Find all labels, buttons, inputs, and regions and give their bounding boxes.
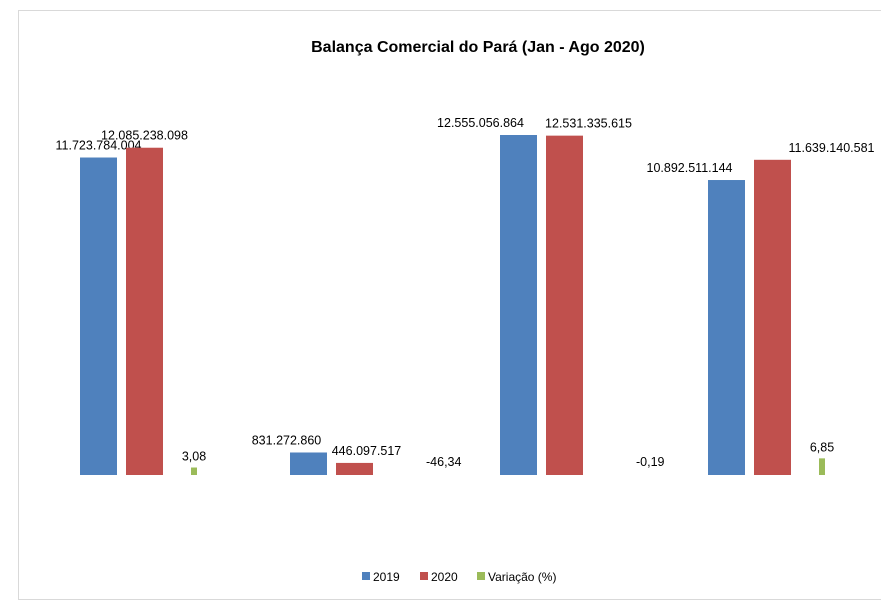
data-label-2020-3: 11.639.140.581 bbox=[789, 141, 875, 155]
chart-title: Balança Comercial do Pará (Jan - Ago 202… bbox=[311, 39, 645, 56]
bar-2020-0 bbox=[126, 147, 163, 476]
legend: 2019 2020 Variação (%) bbox=[362, 570, 556, 584]
bar-2019-0 bbox=[80, 157, 117, 475]
legend-label-2: Variação (%) bbox=[488, 570, 556, 584]
bar-2019-2 bbox=[500, 135, 537, 475]
data-label-2020-1: 446.097.517 bbox=[332, 444, 402, 458]
bar-2019-1 bbox=[290, 452, 327, 475]
bar-2019-3 bbox=[708, 180, 745, 475]
bar-2020-1 bbox=[336, 462, 373, 475]
legend-swatch-1 bbox=[420, 572, 428, 580]
data-label-varia-o--2: -0,19 bbox=[636, 455, 665, 469]
legend-swatch-0 bbox=[362, 572, 370, 580]
data-label-2020-2: 12.531.335.615 bbox=[545, 117, 632, 131]
bar-varia-o--0 bbox=[191, 467, 197, 475]
legend-swatch-2 bbox=[477, 572, 485, 580]
bar-varia-o--3 bbox=[819, 458, 825, 475]
data-label-varia-o--0: 3,08 bbox=[182, 450, 206, 464]
data-label-varia-o--3: 6,85 bbox=[810, 440, 834, 454]
data-label-2019-0: 11.723.784.004 bbox=[56, 139, 142, 153]
data-label-2019-1: 831.272.860 bbox=[252, 433, 322, 447]
bar-2020-2 bbox=[546, 135, 583, 475]
chart-svg: Balança Comercial do Pará (Jan - Ago 202… bbox=[56, 39, 875, 584]
data-label-2019-2: 12.555.056.864 bbox=[437, 116, 524, 130]
legend-label-1: 2020 bbox=[431, 570, 458, 584]
bar-2020-3 bbox=[754, 159, 791, 475]
data-label-varia-o--1: -46,34 bbox=[426, 455, 461, 469]
plot-area: 11.723.784.004 831.272.860 12.555.056.864 1… bbox=[56, 116, 875, 476]
data-label-2019-3: 10.892.511.144 bbox=[647, 161, 733, 175]
data-label-2020-0: 12.085.238.098 bbox=[101, 129, 188, 143]
legend-label-0: 2019 bbox=[373, 570, 400, 584]
